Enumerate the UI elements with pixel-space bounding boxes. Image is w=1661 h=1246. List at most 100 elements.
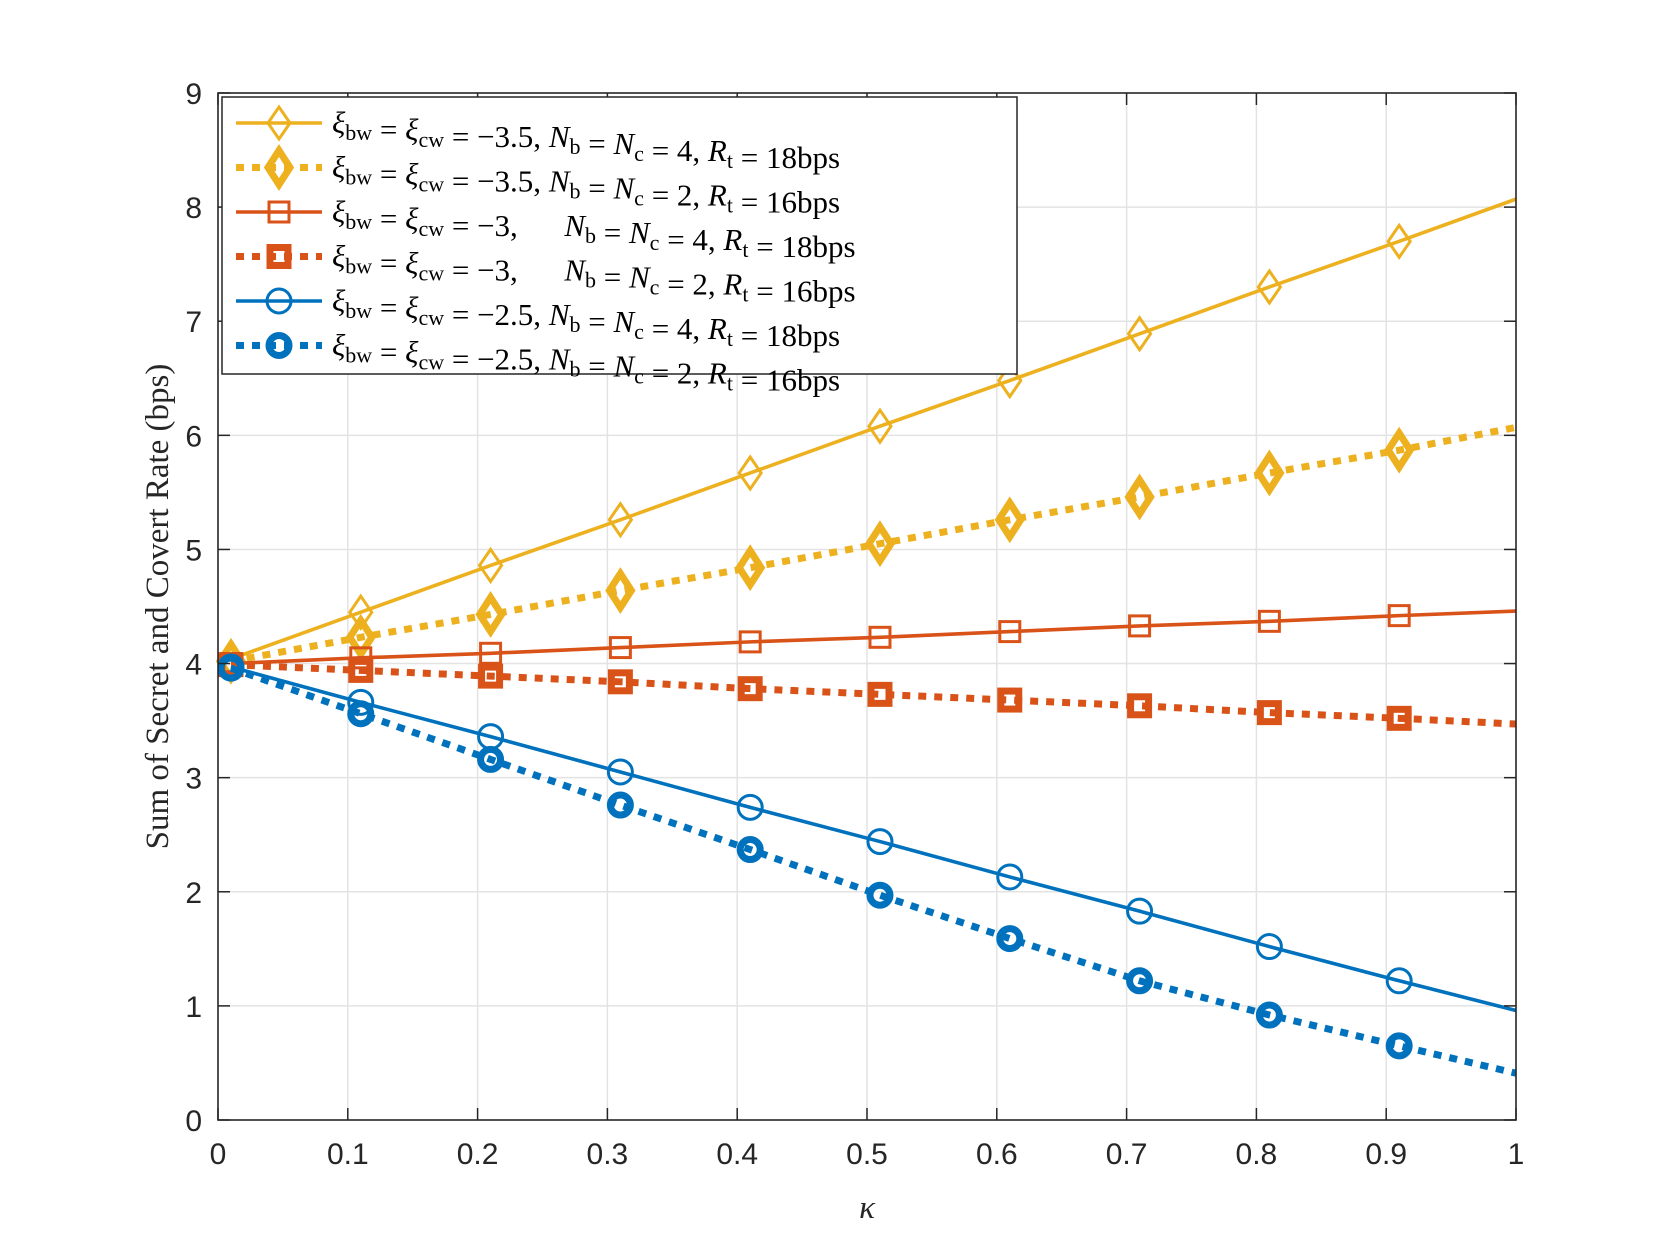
data-point — [608, 636, 632, 660]
legend-label: ξbw = ξcw = −3.5, Nb = Nc = 2, Rt = 16bp… — [332, 150, 840, 220]
legend-marker — [267, 200, 291, 224]
data-point — [867, 407, 893, 445]
legend-marker — [263, 144, 295, 191]
data-point — [737, 676, 763, 702]
data-point — [996, 361, 1023, 400]
data-point — [1384, 426, 1415, 474]
data-point — [1386, 705, 1412, 731]
series-group — [215, 197, 1517, 1077]
data-point — [1124, 473, 1155, 521]
x-tick-label: 0.5 — [846, 1138, 888, 1171]
x-tick-label: 0.7 — [1106, 1138, 1148, 1171]
data-point — [1126, 967, 1154, 995]
y-axis-label: Sum of Secret and Covert Rate (bps) — [140, 364, 176, 850]
data-point — [607, 501, 634, 539]
data-point — [606, 758, 634, 786]
data-point — [1255, 1001, 1283, 1029]
data-point — [1387, 604, 1411, 628]
data-point — [1386, 222, 1413, 260]
data-point — [737, 454, 764, 492]
x-axis-label: κ — [859, 1190, 876, 1226]
x-tick-label: 0.9 — [1365, 1138, 1407, 1171]
x-tick-label: 0.2 — [457, 1138, 499, 1171]
plot-frame — [217, 92, 1517, 1121]
data-point — [996, 863, 1024, 891]
data-point — [479, 641, 503, 665]
legend: ξbw = ξcw = −3.5, Nb = Nc = 4, Rt = 18bp… — [221, 96, 1018, 398]
data-point — [347, 688, 375, 716]
data-point — [1128, 614, 1152, 638]
legend-marker — [266, 104, 292, 142]
data-point — [738, 630, 762, 654]
data-point — [1255, 933, 1283, 961]
data-point — [606, 791, 634, 819]
data-point — [866, 828, 894, 856]
data-point — [217, 654, 245, 682]
series-line — [229, 664, 1517, 1077]
data-point — [1126, 897, 1154, 925]
legend-box — [221, 96, 1018, 375]
data-point — [1385, 967, 1413, 995]
data-point — [1126, 315, 1153, 353]
series-line — [230, 665, 1517, 1013]
x-tick-label: 0.8 — [1236, 1138, 1278, 1171]
legend-label: ξbw = ξcw = −3, Nb = Nc = 2, Rt = 16bps — [332, 239, 856, 309]
legend-marker — [265, 332, 293, 359]
data-point — [1256, 268, 1283, 306]
y-tick-label: 5 — [185, 534, 202, 567]
y-tick-label: 1 — [185, 991, 202, 1024]
data-point — [866, 881, 894, 909]
data-point — [605, 567, 636, 614]
x-tick-label: 1 — [1508, 1138, 1525, 1171]
data-point — [1127, 693, 1153, 719]
x-tick-label: 0.1 — [327, 1138, 369, 1171]
data-point — [347, 593, 374, 631]
data-point — [736, 836, 764, 864]
legend-label: ξbw = ξcw = −3.5, Nb = Nc = 4, Rt = 18bp… — [332, 105, 840, 175]
y-tick-label: 6 — [185, 420, 202, 453]
legend-label: ξbw = ξcw = −2.5, Nb = Nc = 4, Rt = 18bp… — [332, 283, 840, 353]
x-tick-label: 0.3 — [587, 1138, 629, 1171]
data-point — [478, 663, 504, 689]
series-line — [230, 423, 1517, 665]
y-tick-label: 4 — [185, 649, 202, 682]
series-line — [230, 197, 1517, 661]
y-tick-label: 0 — [185, 1105, 202, 1138]
data-point — [477, 546, 504, 585]
legend-label: ξbw = ξcw = −3, Nb = Nc = 4, Rt = 18bps — [332, 194, 856, 264]
data-point — [867, 681, 893, 707]
legend-marker — [265, 287, 293, 315]
legend-marker — [266, 244, 292, 269]
y-tick-label: 9 — [185, 78, 202, 111]
data-point — [477, 745, 505, 773]
x-tick-label: 0.6 — [976, 1138, 1018, 1171]
data-point — [997, 687, 1023, 713]
x-tick-label: 0 — [210, 1138, 227, 1171]
x-tick-label: 0.4 — [716, 1138, 758, 1171]
y-tick-label: 7 — [185, 306, 202, 339]
data-point — [1256, 700, 1282, 726]
tick-labels: 0 0.1 0.2 0.3 0.4 0.5 0.6 0.7 0.8 0.9 1 0 1 2 3 4 5 6 7 8 9 — [185, 78, 1524, 1171]
series-line — [230, 609, 1517, 666]
data-point — [1254, 449, 1285, 497]
series-2 — [215, 423, 1517, 685]
series-6 — [217, 654, 1517, 1077]
data-point — [1385, 1032, 1413, 1060]
data-point — [998, 620, 1022, 644]
data-point — [607, 669, 633, 695]
data-point — [475, 591, 506, 638]
data-point — [348, 657, 374, 683]
data-point — [736, 793, 764, 821]
data-point — [864, 520, 896, 568]
legend-label: ξbw = ξcw = −2.5, Nb = Nc = 2, Rt = 16bp… — [332, 328, 840, 398]
data-point — [868, 625, 892, 649]
y-tick-label: 2 — [185, 877, 202, 910]
y-tick-label: 3 — [185, 763, 202, 796]
data-point — [996, 925, 1024, 953]
data-point — [1257, 609, 1281, 633]
data-point — [735, 544, 766, 592]
data-point — [994, 496, 1025, 544]
y-tick-label: 8 — [185, 192, 202, 225]
data-point — [347, 700, 375, 728]
